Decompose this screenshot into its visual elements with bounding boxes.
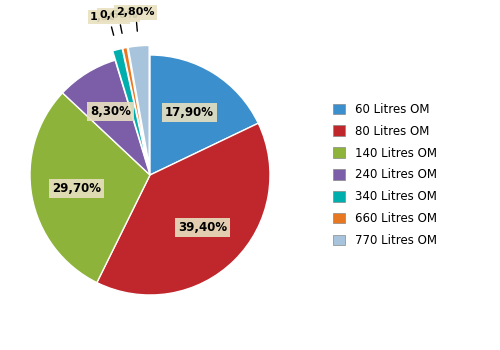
Text: 2,80%: 2,80%	[116, 7, 155, 31]
Text: 39,40%: 39,40%	[178, 222, 227, 235]
Wedge shape	[62, 60, 150, 175]
Wedge shape	[97, 123, 270, 295]
Wedge shape	[128, 46, 149, 166]
Text: 29,70%: 29,70%	[52, 182, 102, 195]
Wedge shape	[150, 55, 258, 175]
Legend: 60 Litres OM, 80 Litres OM, 140 Litres OM, 240 Litres OM, 340 Litres OM, 660 Lit: 60 Litres OM, 80 Litres OM, 140 Litres O…	[330, 99, 440, 251]
Text: 1,30%: 1,30%	[90, 12, 128, 35]
Text: 8,30%: 8,30%	[90, 105, 131, 118]
Wedge shape	[30, 93, 150, 282]
Text: 17,90%: 17,90%	[165, 106, 214, 119]
Text: 0,60%: 0,60%	[99, 10, 138, 33]
Wedge shape	[122, 48, 148, 166]
Wedge shape	[112, 48, 148, 166]
